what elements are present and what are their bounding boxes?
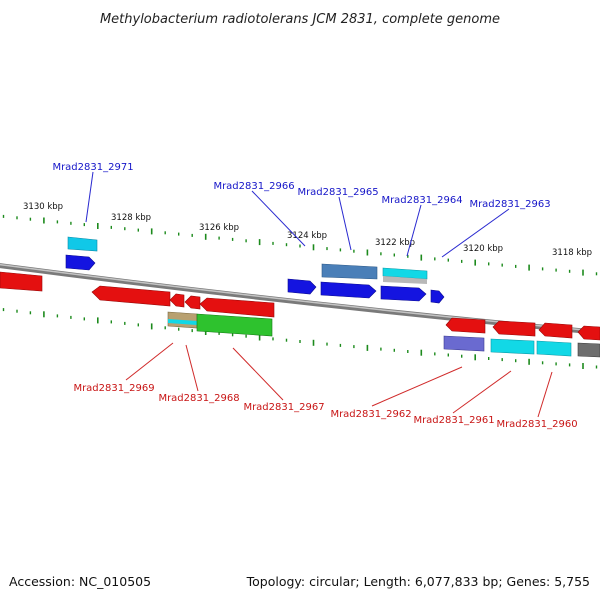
scale-label-3128: 3128 kbp: [111, 213, 151, 223]
scale-label-3130: 3130 kbp: [23, 202, 63, 212]
gene-arrow-forward[interactable]: [0, 271, 43, 292]
gene-arrow-forward[interactable]: [65, 254, 96, 271]
gene-mrad2831-2971-feature[interactable]: [67, 236, 98, 252]
scale-label-3118: 3118 kbp: [552, 248, 592, 258]
gene-mrad2831-2962-feature[interactable]: [443, 335, 485, 352]
gene-label-mrad2831-2967[interactable]: Mrad2831_2967: [243, 402, 324, 413]
top-leader-lines: [85, 171, 510, 258]
gene-arrow-reverse[interactable]: [577, 325, 600, 341]
leader-line: [125, 342, 174, 381]
gene-label-mrad2831-2969[interactable]: Mrad2831_2969: [73, 383, 154, 394]
gene-label-mrad2831-2968[interactable]: Mrad2831_2968: [158, 393, 239, 404]
scale-label-3120: 3120 kbp: [463, 244, 503, 254]
gene-arrow-forward[interactable]: [430, 289, 445, 304]
gene-label-mrad2831-2960[interactable]: Mrad2831_2960: [496, 419, 577, 430]
scale-label-3122: 3122 kbp: [375, 238, 415, 248]
gene-label-mrad2831-2961[interactable]: Mrad2831_2961: [413, 415, 494, 426]
lower-feature-track: [167, 311, 600, 358]
leader-line: [406, 204, 422, 257]
gene-gray-feature[interactable]: [577, 342, 600, 358]
gene-mrad2831-2961-feature[interactable]: [490, 338, 535, 355]
leader-line: [85, 171, 94, 223]
gene-label-mrad2831-2965[interactable]: Mrad2831_2965: [297, 187, 378, 198]
leader-line: [537, 371, 553, 418]
gene-mrad2831-2969-feature-band: [168, 319, 197, 325]
gene-arrow-reverse[interactable]: [184, 295, 201, 310]
gene-label-mrad2831-2963[interactable]: Mrad2831_2963: [469, 199, 550, 210]
leader-line: [338, 196, 352, 251]
gene-arrow-reverse[interactable]: [445, 317, 486, 334]
scale-label-3126: 3126 kbp: [199, 223, 239, 233]
gene-arrow-reverse[interactable]: [538, 322, 573, 339]
gene-mrad2831-2960-feature[interactable]: [536, 340, 572, 357]
upper-feature-track: [67, 236, 428, 284]
leader-line: [251, 190, 306, 247]
gene-arrow-reverse[interactable]: [169, 293, 185, 308]
gene-label-mrad2831-2962[interactable]: Mrad2831_2962: [330, 409, 411, 420]
leader-line: [185, 344, 199, 392]
gene-arrow-forward[interactable]: [380, 285, 427, 302]
leader-line: [452, 370, 512, 414]
scale-label-3124: 3124 kbp: [287, 231, 327, 241]
genome-summary-text: Topology: circular; Length: 6,077,833 bp…: [246, 574, 590, 589]
gene-arrow-forward[interactable]: [287, 278, 317, 295]
leader-line: [232, 347, 284, 401]
gene-mrad2831-2965-feature[interactable]: [321, 263, 378, 280]
gene-label-mrad2831-2964[interactable]: Mrad2831_2964: [381, 195, 462, 206]
map-title: Methylobacterium radiotolerans JCM 2831,…: [100, 12, 500, 27]
gene-arrow-reverse[interactable]: [91, 285, 171, 307]
leader-line: [441, 208, 510, 258]
gene-mrad2831-2967-feature[interactable]: [196, 313, 273, 337]
gene-label-mrad2831-2966[interactable]: Mrad2831_2966: [213, 181, 294, 192]
gene-label-mrad2831-2971[interactable]: Mrad2831_2971: [52, 162, 133, 173]
gene-arrow-reverse[interactable]: [492, 320, 536, 337]
gene-mrad2831-2964-feature-lower: [383, 276, 427, 284]
forward-strand-genes: [0, 254, 445, 304]
accession-text: Accession: NC_010505: [9, 574, 151, 589]
gene-arrow-reverse[interactable]: [199, 297, 275, 318]
reverse-strand-genes: [91, 285, 600, 341]
leader-line: [371, 366, 463, 407]
bottom-leader-lines: [125, 342, 553, 418]
gene-arrow-forward[interactable]: [320, 281, 377, 299]
